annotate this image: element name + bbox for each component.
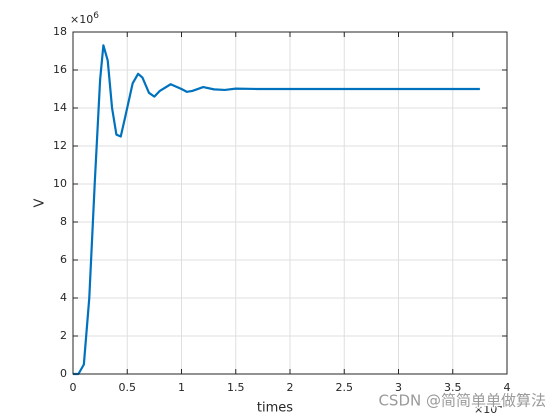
line-layer	[73, 44, 480, 376]
y-multiplier: ×106	[70, 11, 99, 27]
x-tick-label: 0	[70, 381, 77, 394]
watermark: CSDN @简简单单做算法	[378, 392, 546, 410]
y-tick-label: 14	[53, 101, 67, 114]
y-tick-label: 4	[60, 291, 67, 304]
y-tick-label: 6	[60, 253, 67, 266]
y-multiplier-base: ×10	[70, 13, 93, 26]
y-multiplier-exp: 6	[93, 11, 99, 21]
x-multiplier: ×104	[474, 401, 503, 417]
y-tick-label: 16	[53, 63, 67, 76]
x-tick-label: 0.5	[119, 381, 137, 394]
x-tick-label: 3	[395, 381, 402, 394]
x-tick-label: 1.5	[227, 381, 245, 394]
x-tick-label: 2	[287, 381, 294, 394]
y-tick-label: 2	[60, 329, 67, 342]
y-tick-label: 12	[53, 139, 67, 152]
y-axis-label: V	[33, 198, 48, 207]
x-tick-label: 4	[504, 381, 511, 394]
x-tick-label: 2.5	[336, 381, 354, 394]
x-tick-label: 1	[178, 381, 185, 394]
x-multiplier-base: ×10	[474, 403, 497, 416]
y-tick-label: 10	[53, 177, 67, 190]
data-line	[73, 44, 480, 376]
y-tick-label: 8	[60, 215, 67, 228]
x-tick-label: 3.5	[444, 381, 462, 394]
y-tick-label: 0	[60, 367, 67, 380]
x-multiplier-exp: 4	[497, 401, 503, 411]
y-tick-label: 18	[53, 25, 67, 38]
x-axis-label: times	[257, 401, 293, 416]
